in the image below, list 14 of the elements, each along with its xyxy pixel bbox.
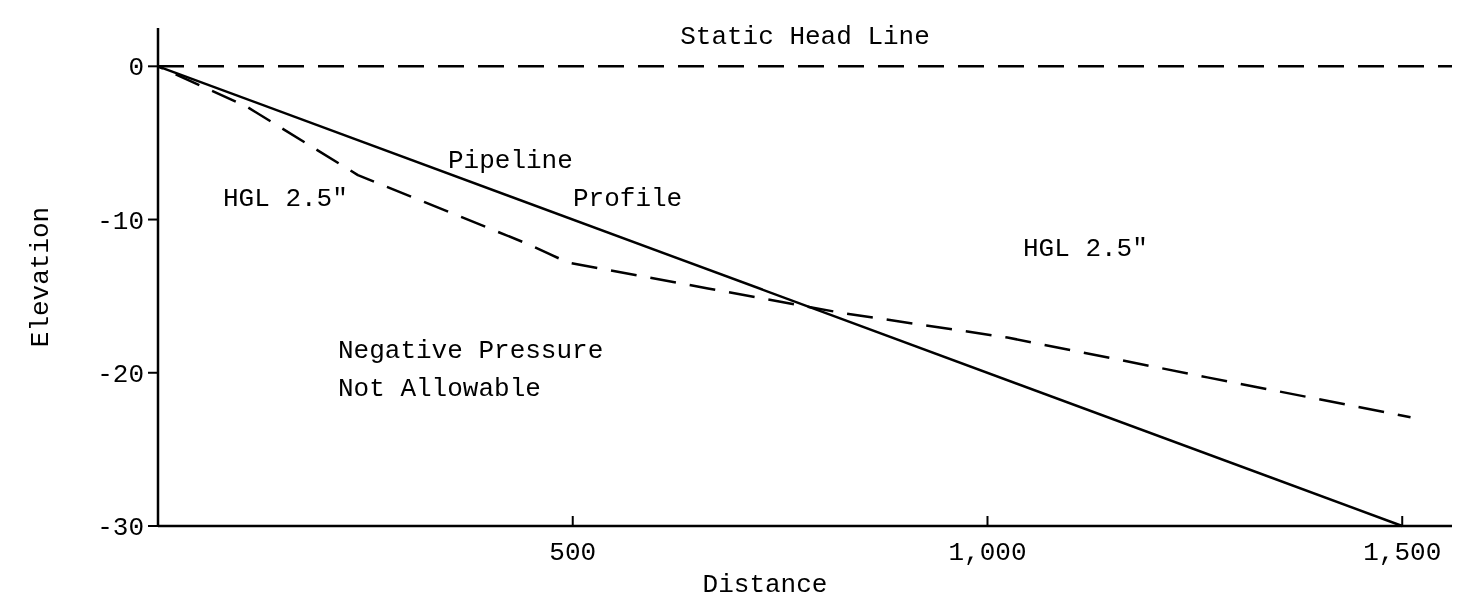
x-axis-title: Distance — [702, 570, 828, 600]
annotation: Pipeline Profile — [448, 146, 683, 214]
x-tick-label: 1,000 — [948, 538, 1027, 568]
annotation: HGL 2.5" — [223, 184, 348, 214]
annotation: HGL 2.5" — [1023, 234, 1148, 264]
ref-line-label: Static Head Line — [680, 22, 930, 53]
y-tick-label: -10 — [97, 206, 144, 237]
y-tick-label: -30 — [97, 513, 144, 544]
y-axis-title: Elevation — [26, 206, 56, 348]
y-tick-label: -20 — [97, 359, 144, 390]
y-tick-label: 0 — [128, 53, 144, 84]
annotation: Negative Pressure Not Allowable — [338, 336, 604, 404]
x-tick-label: 500 — [549, 538, 597, 568]
x-tick-label: 1,500 — [1363, 538, 1442, 568]
